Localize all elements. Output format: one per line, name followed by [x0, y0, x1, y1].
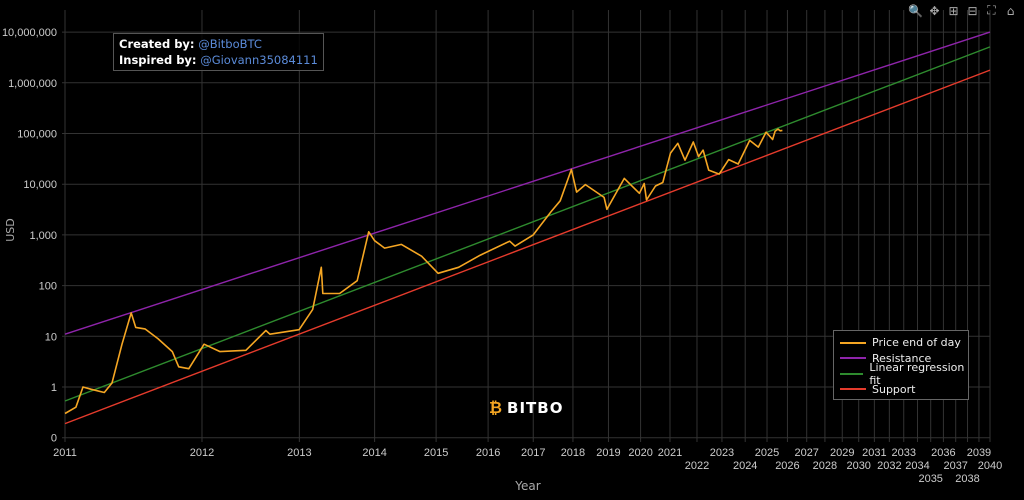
x-tick-label: 2037 [943, 460, 967, 472]
x-tick-label: 2038 [955, 473, 979, 485]
y-tick-label: 10 [45, 331, 57, 343]
x-tick-label: 2036 [931, 447, 955, 459]
x-tick-label: 2018 [561, 447, 585, 459]
created-by-link[interactable]: @BitboBTC [198, 37, 262, 51]
chart-toolbar: 🔍 ✥ ⊞ ⊟ ⛶ ⌂ [908, 3, 1018, 18]
y-axis-title: USD [4, 218, 17, 242]
legend-label: Price end of day [872, 336, 961, 350]
y-tick-label: 100 [39, 281, 57, 293]
series-resistance [64, 31, 991, 335]
x-tick-label: 2020 [628, 447, 652, 459]
x-tick-label: 2011 [53, 447, 77, 459]
y-tick-labels: 0 1 10 100 1,000 10,000 100,000 1,000,000 10,000… [2, 27, 57, 445]
created-label: Created by: [119, 37, 195, 51]
x-tick-labels: 2011 2012 2013 2014 2015 2016 2017 2018 2019 2020… [53, 447, 1002, 485]
inspired-label: Inspired by: [119, 53, 197, 67]
legend-label: Support [872, 382, 916, 396]
x-tick-label: 2016 [476, 447, 500, 459]
x-tick-label: 2017 [521, 447, 545, 459]
y-tick-label: 1,000,000 [8, 78, 57, 90]
grid [62, 10, 991, 442]
legend-label: Linear regression fit [869, 360, 965, 387]
x-tick-label: 2015 [424, 447, 448, 459]
legend-item-resistance[interactable]: Resistance [840, 351, 968, 367]
legend: Price end of day Resistance Linear regre… [833, 330, 969, 400]
x-tick-label: 2035 [918, 473, 942, 485]
series-linear-regression-fit [64, 46, 991, 402]
x-axis-title: Year [514, 479, 540, 493]
x-tick-label: 2012 [190, 447, 214, 459]
x-tick-label: 2014 [362, 447, 386, 459]
x-tick-label: 2040 [978, 460, 1002, 472]
y-tick-label: 1,000 [29, 230, 57, 242]
credits-annotation: Created by: @BitboBTC Inspired by: @Giov… [113, 33, 324, 71]
x-tick-label: 2019 [596, 447, 620, 459]
x-tick-label: 2025 [755, 447, 779, 459]
series-support [64, 69, 991, 425]
x-tick-label: 2032 [877, 460, 901, 472]
y-tick-label: 100,000 [17, 129, 57, 141]
x-tick-label: 2027 [794, 447, 818, 459]
reset-axes-icon[interactable]: ⌂ [1006, 3, 1015, 18]
x-tick-label: 2026 [775, 460, 799, 472]
y-tick-label: 10,000 [23, 179, 57, 191]
y-tick-label: 0 [51, 433, 57, 445]
x-tick-label: 2021 [658, 447, 682, 459]
logo-text: BITBO [507, 399, 564, 417]
x-tick-label: 2023 [710, 447, 734, 459]
inspired-by-link[interactable]: @Giovann35084111 [200, 53, 318, 67]
x-tick-label: 2013 [287, 447, 311, 459]
y-tick-label: 10,000,000 [2, 27, 57, 39]
legend-item-regression[interactable]: Linear regression fit [840, 361, 968, 387]
zoom-out-icon[interactable]: ⊟ [967, 3, 978, 18]
x-tick-label: 2030 [846, 460, 870, 472]
x-tick-label: 2022 [685, 460, 709, 472]
bitbo-logo-icon: ₿ [489, 398, 504, 417]
pan-icon[interactable]: ✥ [929, 3, 940, 18]
legend-item-price[interactable]: Price end of day [840, 335, 968, 351]
zoom-icon[interactable]: 🔍 [908, 3, 923, 18]
bitbo-logo: ₿ BITBO [489, 398, 563, 418]
zoom-in-icon[interactable]: ⊞ [948, 3, 959, 18]
x-tick-label: 2024 [733, 460, 757, 472]
y-tick-label: 1 [51, 382, 57, 394]
legend-label: Resistance [872, 351, 932, 365]
x-tick-label: 2031 [862, 447, 886, 459]
x-tick-label: 2034 [905, 460, 929, 472]
x-tick-label: 2033 [891, 447, 915, 459]
series-lines [64, 31, 991, 425]
x-tick-label: 2029 [830, 447, 854, 459]
legend-item-support[interactable]: Support [840, 382, 968, 398]
series-price-end-of-day [64, 128, 783, 415]
x-tick-label: 2028 [813, 460, 837, 472]
x-tick-label: 2039 [967, 447, 991, 459]
autoscale-icon[interactable]: ⛶ [987, 3, 996, 17]
